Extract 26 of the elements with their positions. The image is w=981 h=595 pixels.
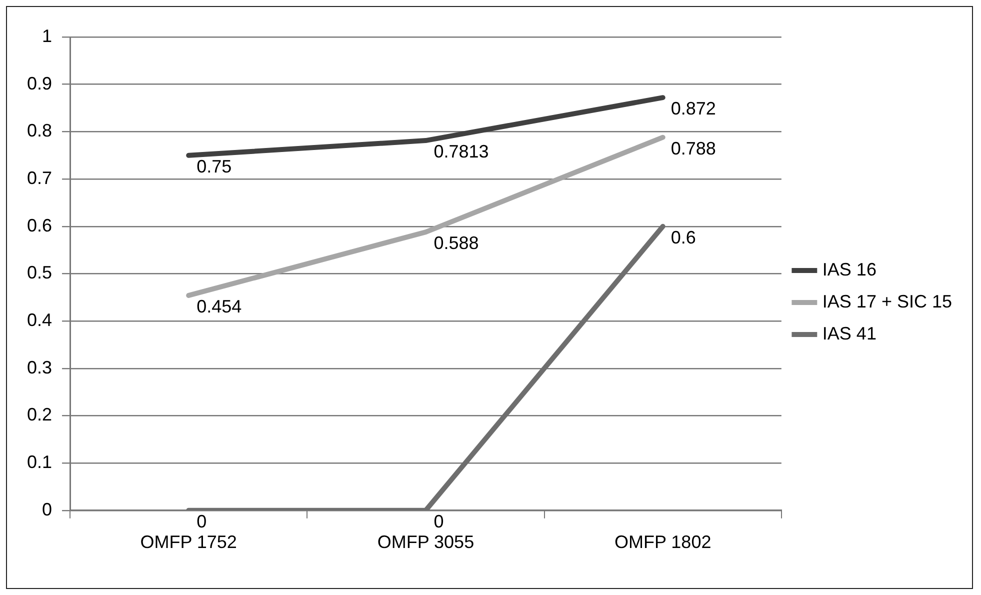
y-tick-label: 0.6 <box>26 215 52 236</box>
y-tick-label: 1 <box>42 26 52 46</box>
data-label: 0 <box>434 511 444 532</box>
y-tick-label: 0.7 <box>26 168 52 188</box>
data-label: 0 <box>196 511 207 532</box>
data-label: 0.788 <box>670 138 716 158</box>
y-tick-label: 0.1 <box>26 452 52 472</box>
y-tick-label: 0.2 <box>26 404 52 425</box>
data-label: 0.872 <box>670 98 716 119</box>
legend-label: IAS 17 + SIC 15 <box>822 291 952 312</box>
x-tick-label: OMFP 1752 <box>140 532 237 552</box>
y-tick-label: 0.3 <box>26 357 52 378</box>
y-tick-label: 0.5 <box>26 262 52 283</box>
data-label: 0.454 <box>196 296 242 316</box>
y-tick-label: 0.4 <box>26 310 52 330</box>
data-label: 0.7813 <box>434 142 489 162</box>
x-tick-label: OMFP 1802 <box>614 532 712 552</box>
x-tick-label: OMFP 3055 <box>377 532 474 552</box>
y-tick-label: 0 <box>42 499 52 520</box>
y-tick-label: 0.8 <box>26 120 52 141</box>
y-tick-label: 0.9 <box>26 73 52 94</box>
legend-label: IAS 16 <box>822 259 876 280</box>
data-label: 0.6 <box>670 227 696 248</box>
data-label: 0.75 <box>196 156 232 176</box>
data-label: 0.588 <box>434 233 479 254</box>
legend-label: IAS 41 <box>822 323 876 344</box>
